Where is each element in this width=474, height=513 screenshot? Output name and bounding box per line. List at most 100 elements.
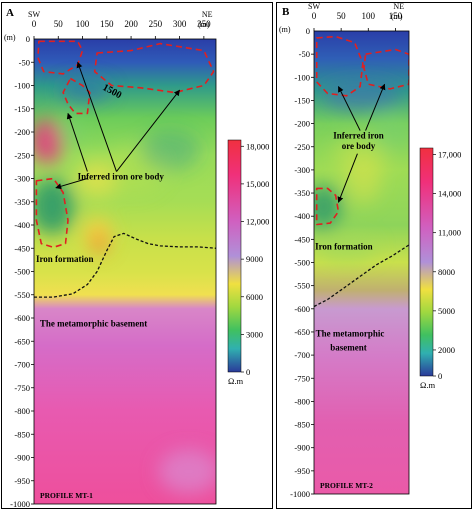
x-direction-right: NE [202, 10, 213, 19]
colorbar-unit: Ω.m [420, 380, 435, 390]
colorbar-tick-label: 5000 [438, 306, 455, 316]
x-tick-label: 250 [149, 19, 163, 29]
y-tick-label: -800 [294, 396, 310, 406]
x-tick-label: 0 [32, 19, 37, 29]
x-tick-label: 200 [124, 19, 138, 29]
profile-label: PROFILE MT-1 [40, 491, 93, 500]
x-direction-left: SW [308, 3, 320, 11]
chart-b: B SW NE0 50 100 150(m)(m)-50-100-150-200-250-… [279, 2, 461, 499]
y-tick-label: -700 [294, 350, 310, 360]
x-unit: (m) [391, 12, 403, 21]
colorbar [419, 147, 434, 377]
colorbar-tick-label: 11,000 [438, 228, 461, 238]
ore-body-outline [363, 48, 409, 90]
iron-formation-label: Iron formation [36, 254, 94, 264]
y-tick-label: -100 [294, 72, 310, 82]
annotation-arrow [337, 153, 358, 203]
colorbar-tick-label: 3000 [246, 329, 263, 339]
basement-label-line1: The metamorphic [316, 329, 385, 339]
panel-a: A SW NE 0 50 100 150 200 250 300 350 (m) (m) -50 -100-… [1, 2, 273, 509]
y-tick-label: -350 [294, 188, 310, 198]
x-direction-left: SW [28, 10, 40, 19]
basement-label: The metamorphic basement [40, 318, 148, 328]
y-tick-label: -200 [14, 127, 30, 137]
colorbar-unit: Ω.m [228, 376, 243, 386]
anomaly-blob [34, 178, 75, 235]
y-tick-label: -950 [294, 466, 310, 476]
y-tick-label: -400 [14, 220, 30, 230]
annotation-arrow [365, 83, 386, 131]
colorbar-tick-label: 8000 [438, 267, 455, 277]
y-tick-label: -550 [14, 290, 30, 300]
annotation-arrow [116, 89, 180, 172]
colorbar-tick-label: 6000 [246, 292, 263, 302]
y-unit: (m) [4, 33, 16, 42]
resistivity-field [34, 39, 216, 504]
y-tick-label: -500 [294, 258, 310, 268]
y-tick-label: -650 [14, 336, 30, 346]
x-tick-label: 100 [362, 11, 376, 21]
anomaly-blob [158, 449, 216, 494]
y-tick-label: -650 [294, 327, 310, 337]
chart-a: A SW NE0 50 100 150 200 250 300 350(m)(m)-50-100-… [4, 7, 269, 509]
anomaly-blob [314, 184, 342, 229]
x-tick-label: 150 [100, 19, 114, 29]
y-tick-label: -50 [19, 57, 30, 67]
panel-label: A [6, 7, 14, 19]
y-tick-label: -950 [14, 476, 30, 486]
anomaly-blob [58, 80, 111, 101]
ore-body-outline [37, 40, 84, 75]
y-unit: (m) [279, 25, 291, 34]
colorbar-tick-label: 0 [438, 371, 442, 381]
anomaly-blob [140, 130, 201, 171]
profile-label: PROFILE MT-2 [320, 481, 373, 490]
y-tick-label: -300 [14, 174, 30, 184]
y-tick-label: -250 [14, 150, 30, 160]
y-tick-label: 0 [306, 26, 310, 36]
x-tick-label: 50 [54, 19, 64, 29]
anomaly-blob [370, 112, 409, 153]
inferred-ore-label-line2: ore body [342, 141, 376, 151]
x-tick-label: 350 [197, 19, 211, 29]
panel-b: B SW NE 0 50 100 150 (m) (m) -50 -100 -150 -200 -250-… [276, 2, 472, 509]
y-tick-label: -50 [299, 49, 310, 59]
annotation-arrow [76, 61, 117, 172]
y-tick-label: -150 [14, 104, 30, 114]
y-tick-label: -200 [294, 119, 310, 129]
y-tick-label: -1000 [290, 489, 310, 499]
y-tick-label: -300 [294, 165, 310, 175]
anomaly-blob [321, 81, 402, 110]
colorbar-tick-label: 9000 [246, 254, 263, 264]
annotation-arrows [55, 61, 180, 190]
x-unit: (m) [198, 20, 210, 29]
ore-body-outline [315, 187, 340, 226]
colorbar-tick-label: 14,000 [438, 189, 461, 199]
annotation-arrow [337, 86, 361, 131]
y-tick-label: -800 [14, 406, 30, 416]
anomaly-blob [34, 119, 63, 164]
y-tick-label: 0 [26, 34, 30, 44]
y-tick-label: -850 [294, 420, 310, 430]
x-tick-label: 300 [173, 19, 187, 29]
colorbar-tick-label: 15,000 [246, 179, 269, 189]
x-direction-right: NE [393, 3, 404, 11]
x-tick-label: 100 [76, 19, 90, 29]
y-tick-label: -750 [14, 383, 30, 393]
formation-boundary [314, 244, 409, 308]
x-tick-label: 0 [312, 11, 317, 21]
ore-body-outline [315, 35, 364, 97]
colorbar-tick-label: 18,000 [246, 141, 269, 151]
ore-body-outline [93, 42, 215, 94]
x-tick-label: 150 [389, 11, 403, 21]
y-tick-label: -400 [294, 211, 310, 221]
basement-label-line2: basement [330, 342, 367, 352]
x-tick-label: 50 [337, 11, 347, 21]
y-tick-label: -850 [14, 429, 30, 439]
y-tick-label: -900 [14, 453, 30, 463]
y-tick-label: -350 [14, 197, 30, 207]
y-tick-label: -450 [14, 243, 30, 253]
y-tick-label: -250 [294, 142, 310, 152]
inferred-ore-label-line1: Inferred iron [333, 130, 383, 140]
anomaly-blob [345, 155, 382, 204]
annotation-arrow [66, 112, 88, 172]
